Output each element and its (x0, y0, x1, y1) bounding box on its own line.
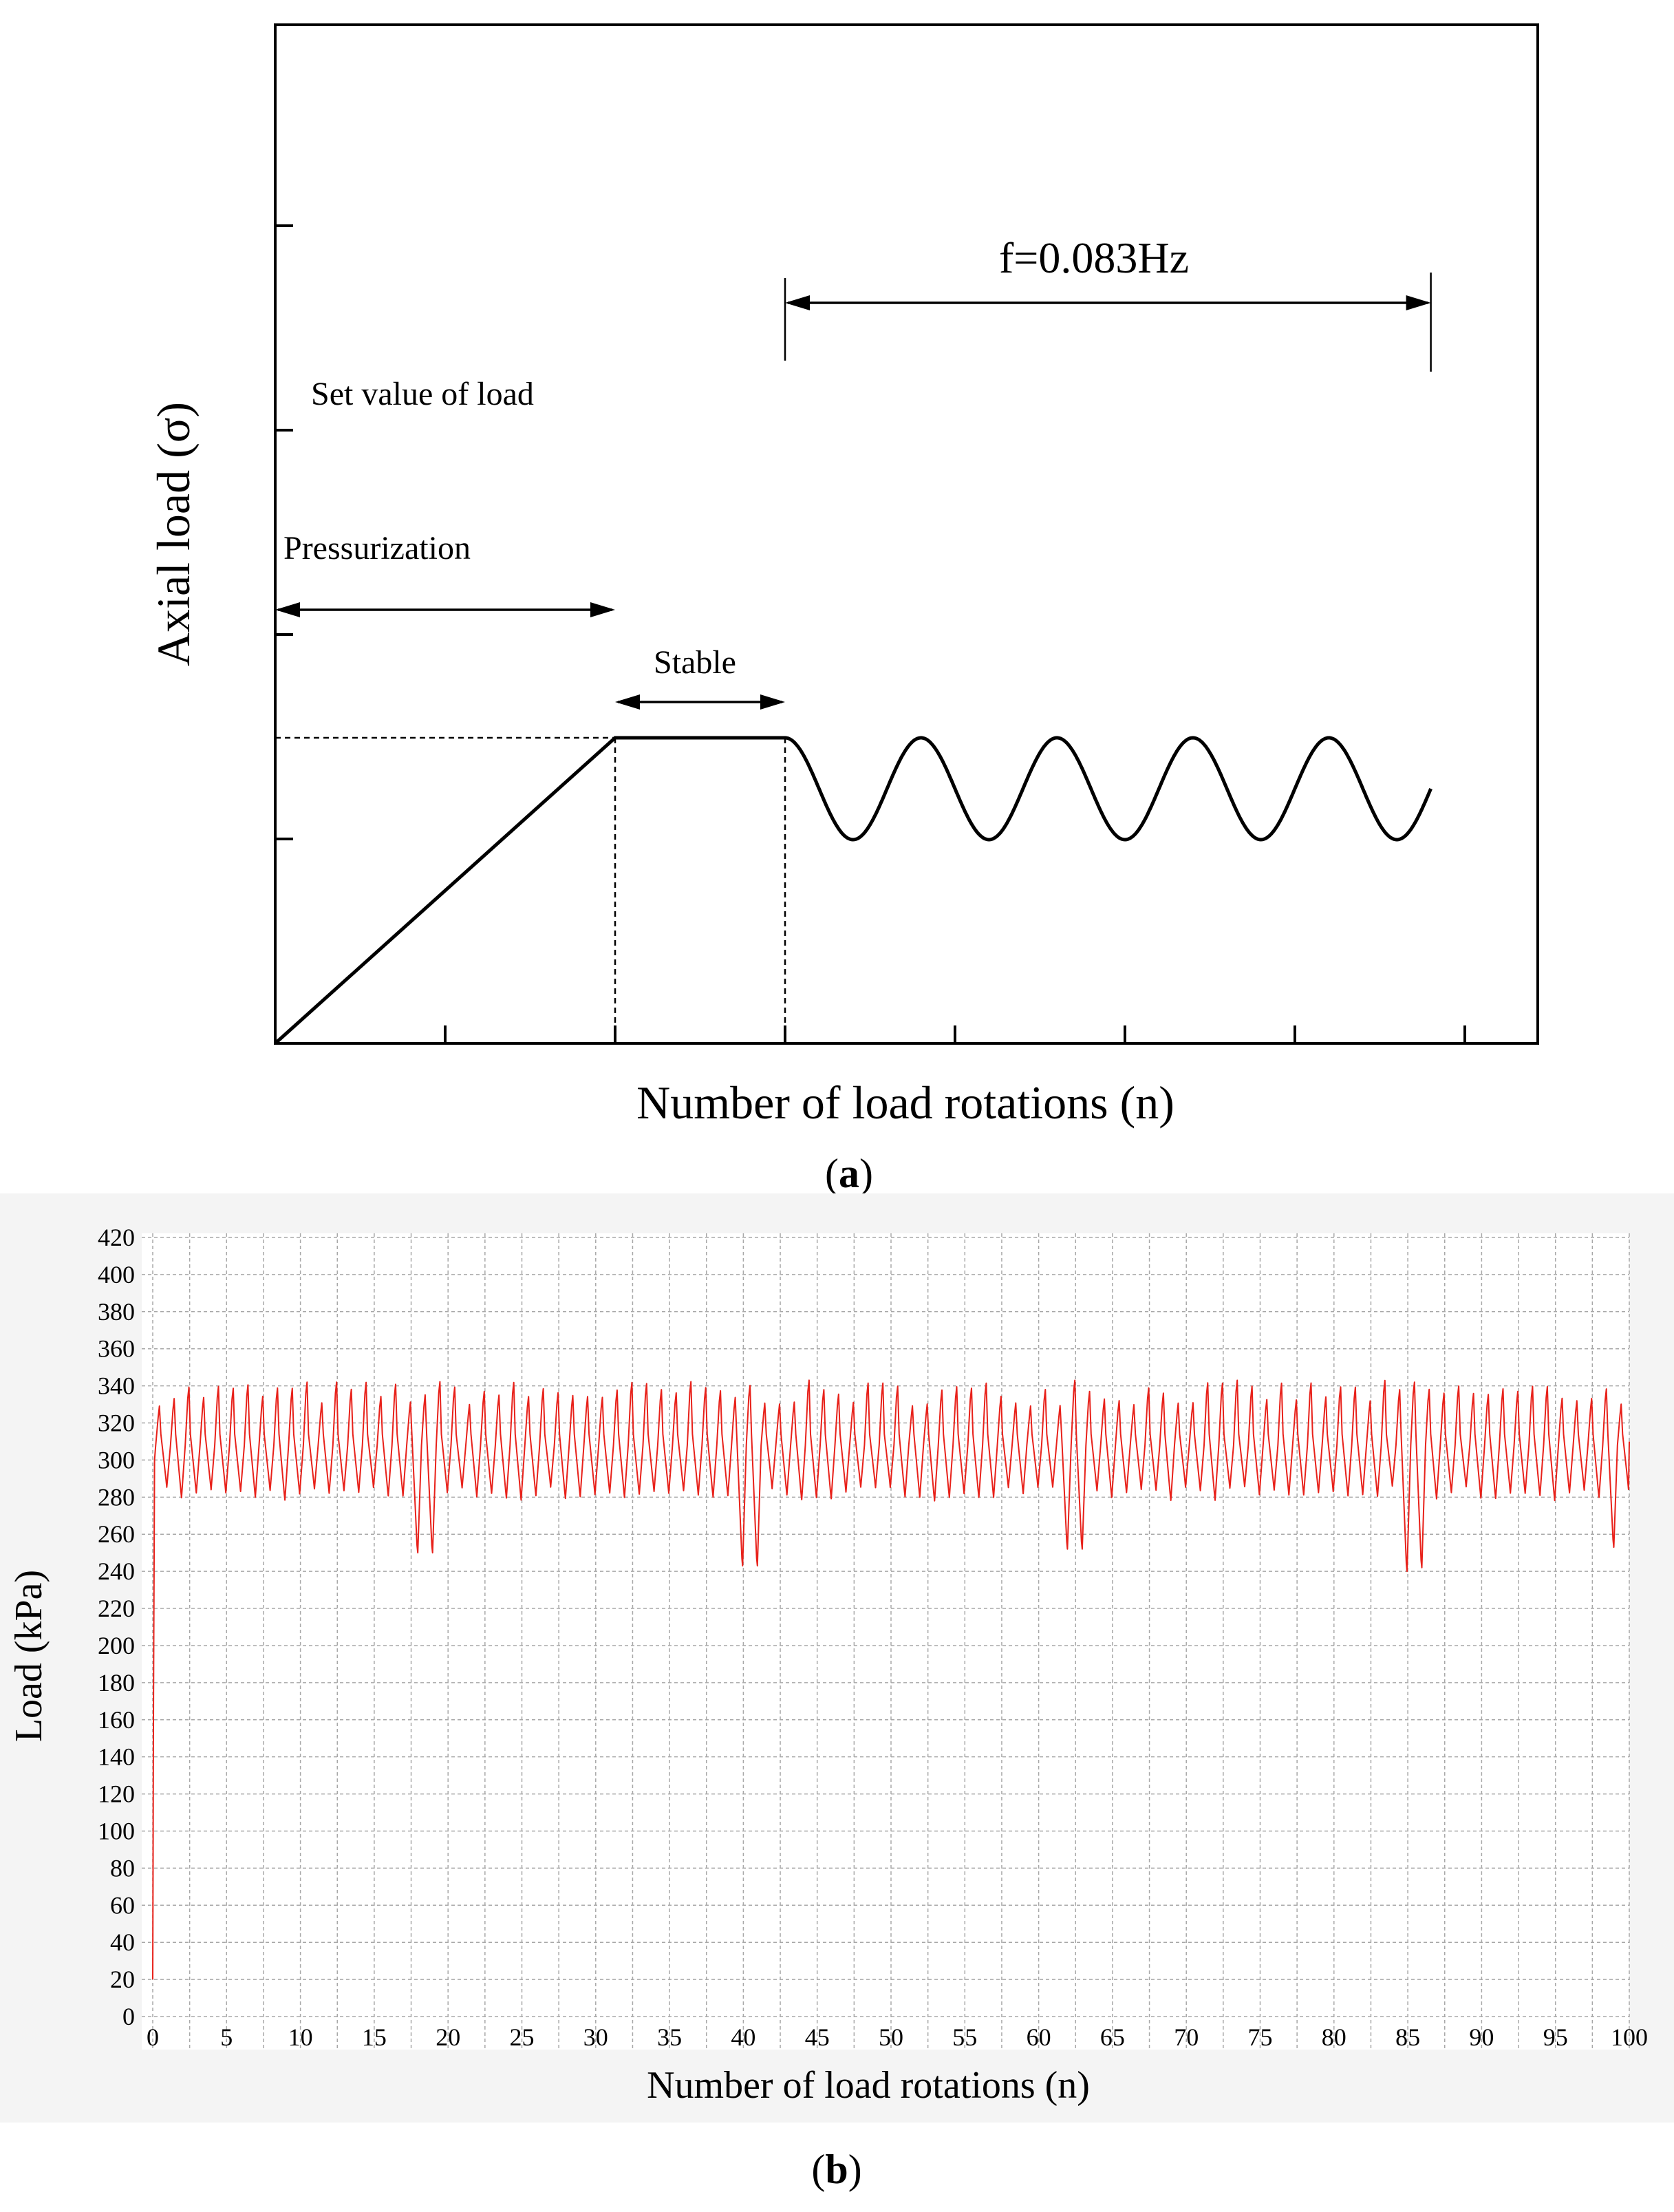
panel-a-conceptual-chart: Set value of load Pressurization Stable … (147, 23, 1539, 1196)
panel-b-x-tick-label: 55 (952, 2023, 977, 2051)
panel-a-caption-letter: a (839, 1151, 859, 1196)
panel-b-caption-letter: b (825, 2147, 848, 2192)
panel-b-x-tick-label: 5 (220, 2023, 233, 2051)
panel-b-x-tick-label: 90 (1469, 2023, 1494, 2051)
panel-b-y-tick-label: 260 (98, 1520, 135, 1548)
set-value-annotation: Set value of load (311, 376, 534, 412)
panel-b-y-tick-labels: 0 20 40 60 80 100 120 140 160 180 200 220 240 260 280 3… (98, 1224, 135, 2030)
panel-b-y-tick-label: 220 (98, 1595, 135, 1622)
panel-a-arrows (275, 273, 1432, 710)
panel-a-frame (274, 23, 1539, 1045)
panel-a-guide-lines (275, 736, 786, 1043)
stable-arrow-right-head (760, 694, 785, 710)
panel-b-y-tick-label: 360 (98, 1335, 135, 1363)
panel-a-load-curve (274, 736, 1432, 1045)
pressurization-arrow-right-head (590, 602, 615, 617)
panel-b-y-tick-label: 400 (98, 1261, 135, 1288)
panel-b-y-tick-label: 140 (98, 1743, 135, 1771)
pressurization-arrow-left-head (275, 602, 300, 617)
panel-b-y-tick-label: 120 (98, 1780, 135, 1808)
panel-b-x-tick-label: 95 (1543, 2023, 1568, 2051)
panel-b-y-tick-label: 160 (98, 1706, 135, 1734)
panel-b-x-tick-label: 65 (1100, 2023, 1125, 2051)
panel-b-y-tick-label: 320 (98, 1410, 135, 1437)
panel-b-plot-area (142, 1233, 1629, 2050)
panel-b-y-tick-label: 0 (122, 2003, 135, 2030)
panel-b-y-tick-label: 60 (110, 1891, 135, 1919)
panel-b-load-chart: 0204060801001201401601802002202402602803… (0, 1193, 1674, 2192)
panel-b-y-tick-label: 340 (98, 1372, 135, 1400)
panel-b-y-tick-label: 240 (98, 1557, 135, 1585)
panel-b-x-tick-label: 60 (1027, 2023, 1051, 2051)
panel-b-x-tick-label: 100 (1611, 2023, 1648, 2051)
panel-b-x-tick-label: 80 (1322, 2023, 1346, 2051)
panel-b-x-tick-label: 15 (362, 2023, 387, 2051)
panel-b-load-series (152, 1379, 1630, 1980)
panel-b-x-tick-label: 45 (805, 2023, 830, 2051)
frequency-annotation: f=0.083Hz (999, 233, 1189, 282)
panel-a-x-ticks (444, 1025, 1466, 1043)
panel-b-x-tick-label: 0 (147, 2023, 159, 2051)
panel-b-x-tick-label: 50 (879, 2023, 903, 2051)
panel-b-x-tick-label: 40 (731, 2023, 755, 2051)
panel-b-x-tick-labels: 0 5 10 15 20 25 30 35 40 45 50 55 60 65 70 75 80 85 90 95 10… (147, 2023, 1648, 2051)
panel-b-x-tick-label: 10 (288, 2023, 313, 2051)
panel-b-y-tick-label: 100 (98, 1817, 135, 1844)
panel-a-y-ticks (275, 224, 293, 840)
panel-b-caption: (b) (811, 2147, 861, 2192)
panel-a-x-axis-label: Number of load rotations (n) (636, 1076, 1174, 1129)
panel-b-y-tick-label: 200 (98, 1632, 135, 1659)
stable-annotation: Stable (654, 644, 736, 681)
panel-b-y-tick-label: 80 (110, 1854, 135, 1882)
panel-b-x-tick-label: 25 (510, 2023, 535, 2051)
panel-b-x-axis-label: Number of load rotations (n) (647, 2064, 1090, 2107)
panel-b-y-tick-label: 280 (98, 1483, 135, 1511)
frequency-arrow-right-head (1406, 295, 1431, 310)
panel-b-y-tick-label: 380 (98, 1298, 135, 1326)
panel-b-x-tick-label: 30 (583, 2023, 608, 2051)
panel-b-x-tick-label: 70 (1174, 2023, 1199, 2051)
stable-arrow-left-head (615, 694, 640, 710)
panel-a-y-axis-label: Axial load (σ) (147, 402, 200, 666)
panel-b-x-tick-label: 85 (1395, 2023, 1420, 2051)
panel-b-x-tick-label: 20 (436, 2023, 460, 2051)
panel-b-y-tick-label: 300 (98, 1446, 135, 1474)
panel-b-grid (142, 1233, 1630, 2050)
panel-b-y-tick-label: 180 (98, 1669, 135, 1697)
panel-b-x-tick-label: 35 (657, 2023, 682, 2051)
panel-b-y-tick-label: 40 (110, 1928, 135, 1956)
panel-b-y-axis-label: Load (kPa) (8, 1570, 50, 1742)
panel-b-y-tick-label: 420 (98, 1224, 135, 1251)
panel-b-y-tick-label: 20 (110, 1966, 135, 1993)
pressurization-annotation: Pressurization (283, 530, 471, 566)
panel-b-x-tick-label: 75 (1248, 2023, 1273, 2051)
panel-a-caption: (a) (825, 1151, 873, 1196)
frequency-arrow-left-head (785, 295, 810, 310)
